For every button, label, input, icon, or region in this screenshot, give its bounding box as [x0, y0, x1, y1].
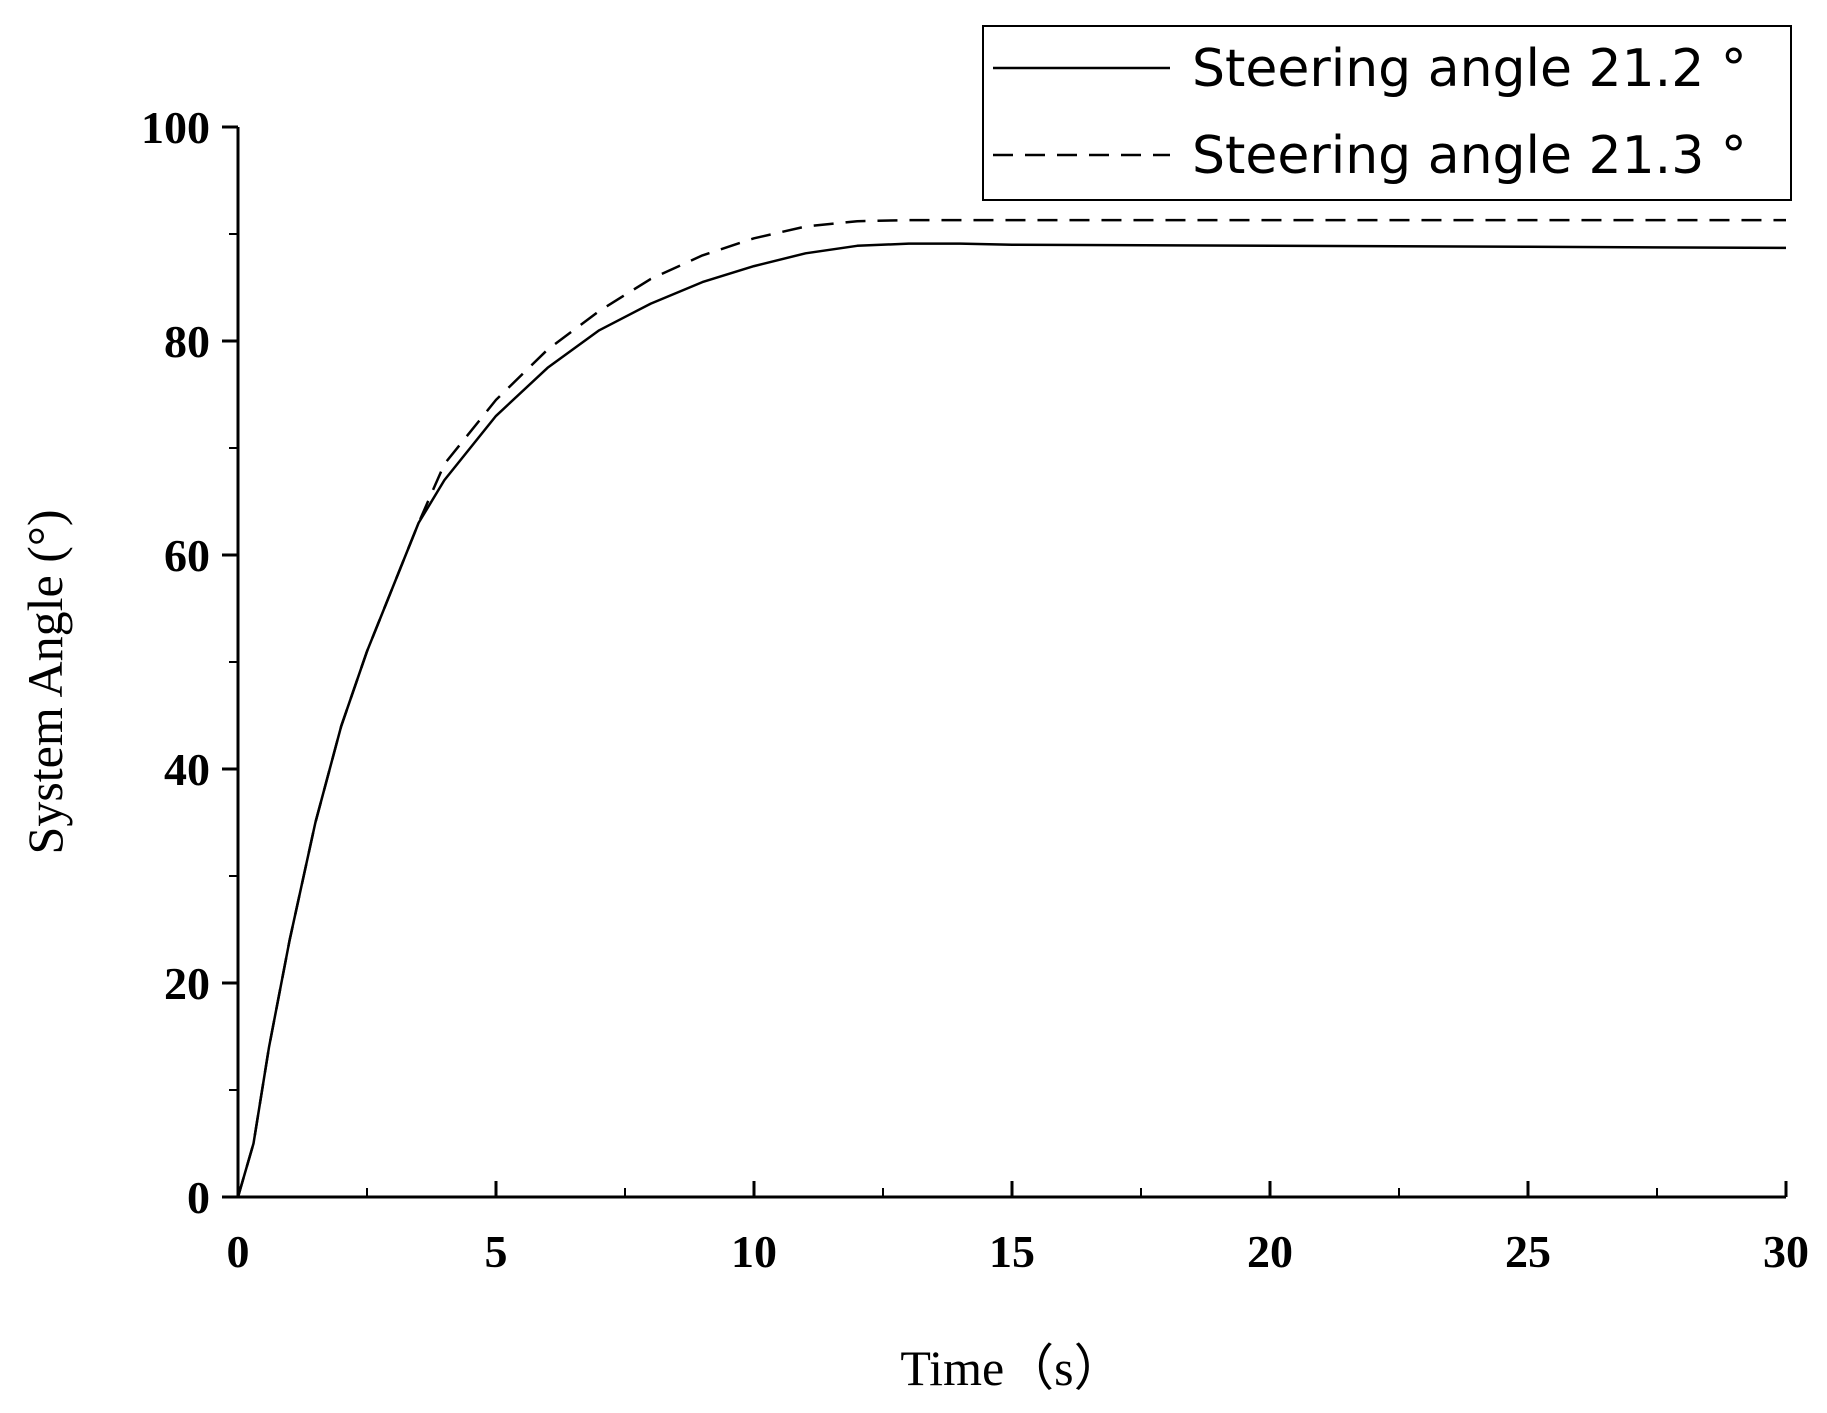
y-tick-label: 100: [141, 102, 210, 153]
series-lines: [236, 218, 1787, 1198]
legend-entries: Steering angle 21.2 ° Steering angle 21.3…: [993, 39, 1747, 186]
y-tick-label: 20: [164, 958, 210, 1009]
legend-label-1: Steering angle 21.2 °: [1192, 39, 1747, 99]
y-axis-title: System Angle (°): [17, 510, 73, 855]
legend: Steering angle 21.2 ° Steering angle 21.3…: [982, 25, 1792, 201]
x-tick-label: 5: [485, 1226, 508, 1277]
series-line-2: [236, 218, 1786, 1198]
x-tick-label: 0: [227, 1226, 250, 1277]
y-ticks: 0 20 40 60 80 100: [141, 102, 238, 1223]
legend-box: [982, 25, 1792, 201]
series-line-1: [236, 242, 1787, 1198]
plot-area: 0 5 10 15 20 25 30 0 20 40 60 80 100: [141, 102, 1809, 1277]
x-tick-label: 25: [1505, 1226, 1551, 1277]
x-tick-label: 20: [1247, 1226, 1293, 1277]
y-tick-label: 60: [164, 530, 210, 581]
x-tick-label: 30: [1763, 1226, 1809, 1277]
x-tick-label: 10: [731, 1226, 777, 1277]
x-ticks: 0 5 10 15 20 25 30: [227, 1181, 1809, 1277]
y-tick-label: 0: [187, 1172, 210, 1223]
x-tick-label: 15: [989, 1226, 1035, 1277]
y-tick-label: 80: [164, 316, 210, 367]
legend-label-2: Steering angle 21.3 °: [1192, 126, 1747, 186]
x-axis-title: Time（s）: [900, 1340, 1123, 1396]
y-tick-label: 40: [164, 744, 210, 795]
